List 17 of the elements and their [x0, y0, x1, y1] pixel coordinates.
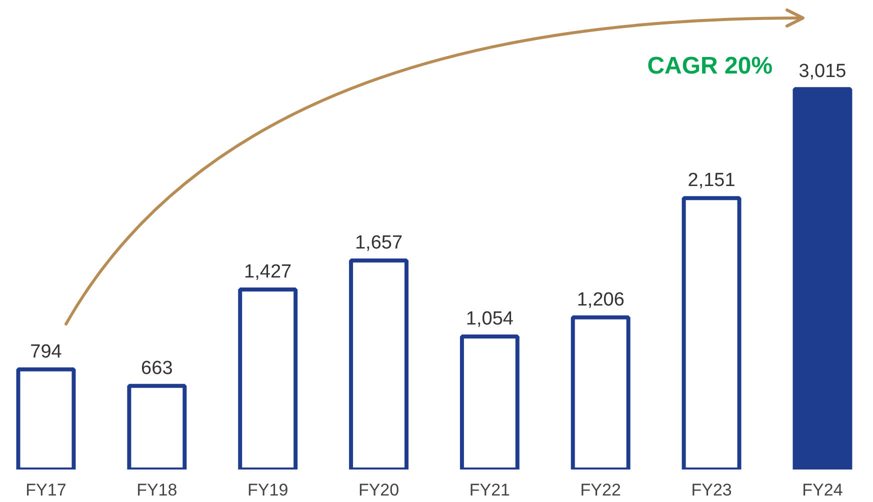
x-tick-label: FY20	[358, 480, 400, 500]
x-tick-label: FY18	[136, 480, 178, 500]
data-label: 1,054	[466, 308, 514, 330]
data-label: 794	[30, 341, 62, 362]
data-label: 2,151	[688, 170, 736, 192]
data-label: 1,657	[354, 232, 403, 254]
data-label: 1,206	[576, 289, 624, 310]
x-tick-label: FY22	[580, 480, 621, 500]
data-label: 1,427	[244, 261, 292, 282]
x-tick-label: FY17	[26, 480, 66, 500]
data-label: 663	[141, 358, 173, 379]
x-tick-label: FY21	[469, 480, 510, 500]
data-label: 3,015	[798, 61, 846, 82]
x-tick-label: FY23	[691, 480, 732, 500]
x-tick-label: FY24	[802, 480, 843, 500]
x-tick-label: FY19	[248, 480, 288, 500]
text: CAGR 20%	[647, 52, 773, 80]
